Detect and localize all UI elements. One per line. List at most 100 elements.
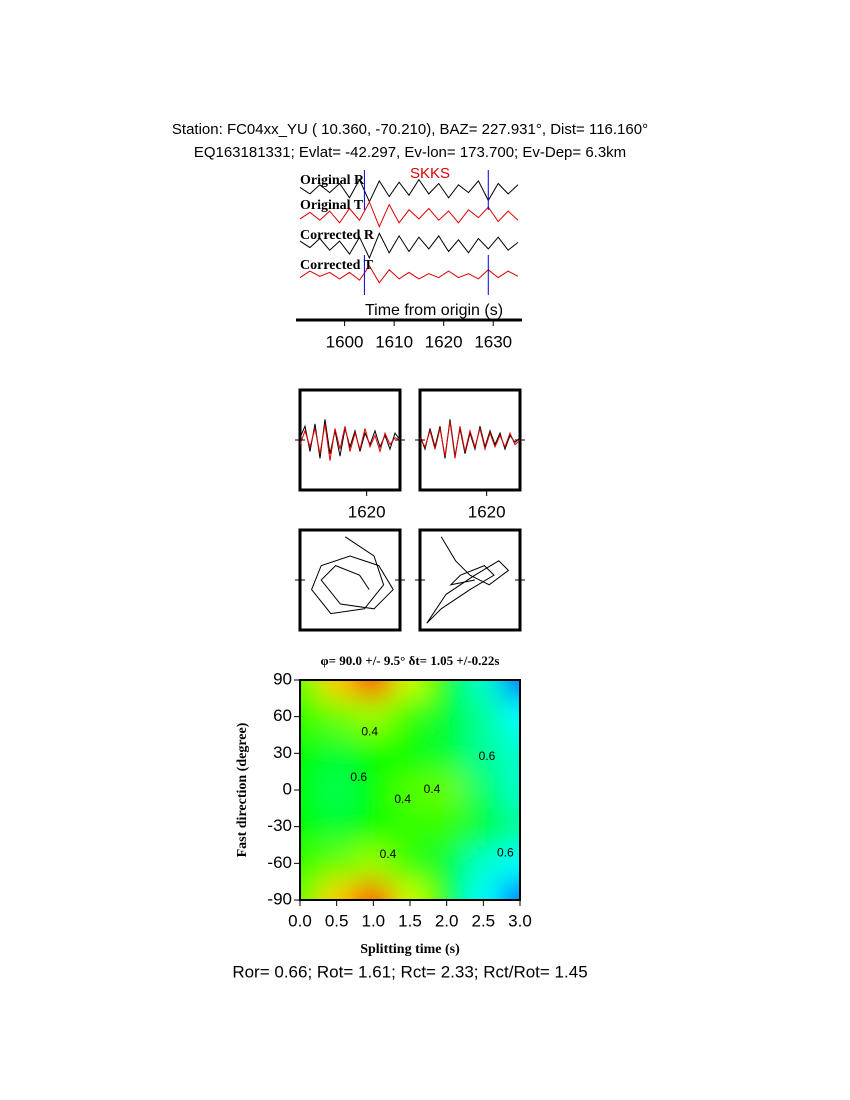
misfit-cell — [300, 680, 320, 700]
trace — [299, 232, 519, 260]
trace — [299, 423, 401, 461]
trace — [299, 178, 519, 203]
misfit-cell — [428, 808, 466, 846]
header-line: EQ163181331; Evlat= -42.297, Ev-lon= 173… — [194, 144, 626, 161]
x-tick-label: 1600 — [326, 332, 364, 351]
y-tick-label: 90 — [273, 669, 292, 688]
header-line: Station: FC04xx_YU ( 10.360, -70.210), B… — [172, 121, 648, 138]
misfit-cell — [355, 698, 393, 736]
misfit-cell — [300, 808, 320, 846]
y-tick-label: -30 — [267, 816, 292, 835]
contour-label: 0.4 — [424, 782, 441, 796]
misfit-cell — [465, 808, 503, 846]
y-tick-label: 0 — [283, 779, 292, 798]
misfit-cell — [355, 845, 393, 883]
x-tick-label: 1620 — [468, 502, 506, 521]
misfit-cell — [391, 771, 430, 810]
misfit-field — [300, 680, 520, 900]
contour-label: 0.6 — [479, 749, 496, 763]
x-tick-label: 1.5 — [398, 911, 422, 930]
misfit-cell — [391, 808, 430, 846]
misfit-cell — [391, 735, 430, 773]
y-tick-label: -60 — [267, 853, 292, 872]
x-tick-label: 0.5 — [325, 911, 349, 930]
trace-label: Original T — [300, 198, 364, 213]
misfit-cell — [355, 680, 393, 700]
trace — [299, 419, 401, 459]
trace — [419, 419, 521, 459]
misfit-cell — [465, 771, 503, 810]
misfit-cell — [465, 698, 503, 736]
trace-label: Corrected T — [300, 258, 374, 273]
phase-label: SKKS — [410, 165, 450, 182]
x-tick-label: 1630 — [474, 332, 512, 351]
misfit-cell — [428, 735, 466, 773]
misfit-cell — [465, 881, 503, 900]
misfit-cell — [391, 680, 430, 700]
misfit-cell — [465, 680, 503, 700]
misfit-cell — [318, 808, 356, 846]
y-tick-label: 30 — [273, 743, 292, 762]
misfit-cell — [428, 680, 466, 700]
contour-label: 0.4 — [394, 792, 411, 806]
contour-label: 0.6 — [350, 770, 367, 784]
misfit-cell — [501, 698, 520, 736]
particle-motion — [426, 536, 510, 624]
misfit-cell — [318, 845, 356, 883]
misfit-cell — [391, 698, 430, 736]
contour-label: 0.4 — [361, 725, 378, 739]
trace — [299, 200, 519, 228]
misfit-cell — [501, 680, 520, 700]
x-tick-label: 1.0 — [362, 911, 386, 930]
misfit-cell — [391, 845, 430, 883]
misfit-cell — [501, 881, 520, 900]
misfit-cell — [355, 735, 393, 773]
misfit-cell — [318, 680, 356, 700]
y-tick-label: 60 — [273, 706, 292, 725]
particle-motion — [311, 536, 394, 615]
misfit-cell — [300, 698, 320, 736]
misfit-cell — [501, 771, 520, 810]
misfit-cell — [355, 771, 393, 810]
misfit-cell — [465, 735, 503, 773]
misfit-cell — [428, 698, 466, 736]
trace-label: Original R — [300, 173, 365, 188]
x-tick-label: 0.0 — [288, 911, 312, 930]
misfit-cell — [318, 771, 356, 810]
y-tick-label: -90 — [267, 889, 292, 908]
misfit-cell — [300, 735, 320, 773]
misfit-cell — [391, 881, 430, 900]
misfit-cell — [318, 735, 356, 773]
misfit-cell — [501, 735, 520, 773]
misfit-cell — [355, 881, 393, 900]
misfit-cell — [428, 881, 466, 900]
trace-label: Corrected R — [300, 228, 375, 243]
contour-label: 0.4 — [380, 847, 397, 861]
trace — [419, 421, 521, 459]
misfit-cell — [465, 845, 503, 883]
misfit-cell — [501, 845, 520, 883]
trace — [299, 264, 519, 284]
x-axis-label: Splitting time (s) — [360, 942, 460, 957]
misfit-cell — [318, 881, 356, 900]
x-tick-label: 2.0 — [435, 911, 459, 930]
y-axis-label: Fast direction (degree) — [235, 722, 250, 857]
footer: Ror= 0.66; Rot= 1.61; Rct= 2.33; Rct/Rot… — [232, 962, 587, 981]
panel-frame — [298, 388, 402, 492]
misfit-cell — [428, 771, 466, 810]
x-axis-label: Time from origin (s) — [365, 302, 503, 319]
misfit-cell — [318, 698, 356, 736]
contour-label: 0.6 — [497, 846, 514, 860]
x-tick-label: 3.0 — [508, 911, 532, 930]
x-tick-label: 1620 — [425, 332, 463, 351]
misfit-map — [300, 680, 520, 900]
plot-title: φ= 90.0 +/- 9.5° δt= 1.05 +/-0.22s — [321, 653, 500, 668]
panel-frame — [418, 388, 522, 492]
misfit-cell — [501, 808, 520, 846]
misfit-cell — [428, 845, 466, 883]
misfit-cell — [300, 845, 320, 883]
x-tick-label: 2.5 — [472, 911, 496, 930]
misfit-cell — [300, 771, 320, 810]
